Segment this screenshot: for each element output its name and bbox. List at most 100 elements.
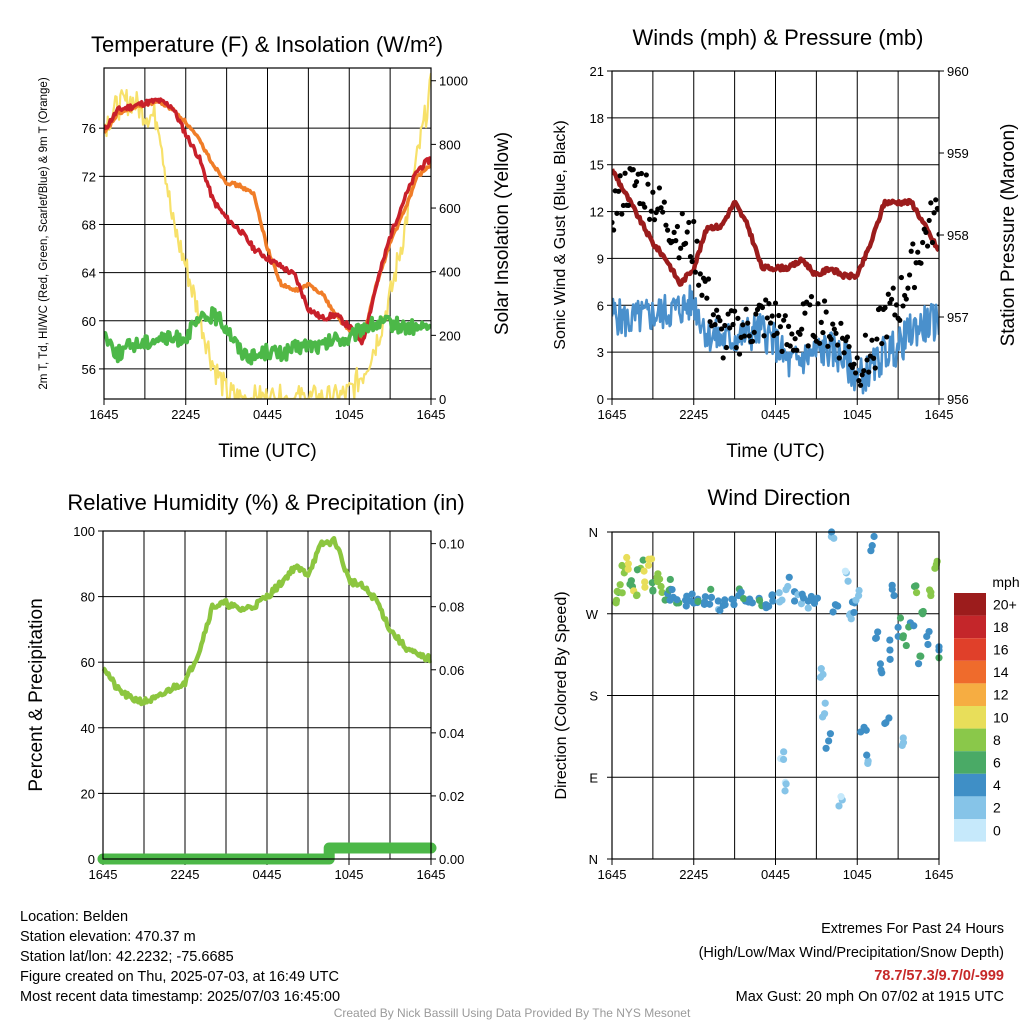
gust-point <box>805 343 811 349</box>
gust-point <box>864 357 870 363</box>
gust-point <box>910 241 916 247</box>
chart-title: Winds (mph) & Pressure (mb) <box>633 25 924 50</box>
y-tick-label-left: 18 <box>590 111 604 126</box>
gust-point <box>879 340 885 347</box>
x-axis-label: Time (UTC) <box>218 441 317 462</box>
gust-point <box>897 317 903 323</box>
y-tick-label-left: 12 <box>590 205 604 220</box>
direction-point <box>837 793 845 801</box>
gust-point <box>769 313 775 319</box>
gust-point <box>656 185 663 191</box>
y-tick-label-left: N <box>589 525 598 540</box>
x-tick-label: 1645 <box>925 407 954 422</box>
gust-point <box>612 227 617 233</box>
gust-point <box>812 334 818 340</box>
direction-point <box>780 748 788 756</box>
gust-point <box>754 306 761 313</box>
y-tick-label-left: 0 <box>597 392 604 407</box>
gust-point <box>661 199 667 205</box>
x-tick-label: 1645 <box>90 407 119 422</box>
gust-point <box>650 189 656 195</box>
gust-point <box>615 188 622 194</box>
direction-point <box>874 628 882 636</box>
figure-created: Figure created on Thu, 2025-07-03, at 16… <box>20 969 339 985</box>
gust-point <box>633 179 640 185</box>
y-tick-label-left: 20 <box>81 786 95 801</box>
gust-point <box>779 348 785 354</box>
plot-frame <box>103 67 432 400</box>
gust-point <box>815 301 821 307</box>
gust-point <box>854 355 860 361</box>
direction-point <box>924 640 932 649</box>
x-tick-label: 1645 <box>417 407 446 422</box>
y-tick-label-left: W <box>586 607 599 622</box>
legend-swatch <box>954 660 986 684</box>
gust-point <box>787 343 793 349</box>
gust-point <box>820 329 826 336</box>
y-tick-label-right: 0.02 <box>439 789 464 804</box>
direction-point <box>912 582 920 590</box>
gust-point <box>772 300 779 306</box>
gust-point <box>774 330 780 336</box>
gust-point <box>825 343 831 349</box>
legend-label: 0 <box>993 822 1001 838</box>
direction-point <box>899 739 908 747</box>
gust-point <box>663 222 669 228</box>
direction-point <box>649 586 657 594</box>
legend-title: mph <box>992 574 1019 590</box>
series-line-relative-humidity <box>101 535 433 707</box>
direction-point <box>914 660 923 668</box>
gust-point <box>802 310 808 316</box>
series-line-solar-insolation <box>104 72 431 399</box>
direction-point <box>781 787 789 795</box>
gust-point <box>725 311 731 317</box>
legend-label: 10 <box>993 709 1009 725</box>
y-tick-label-left: N <box>589 852 598 867</box>
gust-point <box>658 205 664 211</box>
gust-point <box>841 350 847 356</box>
gust-point <box>933 197 939 203</box>
y-tick-label-right: 1000 <box>439 74 468 89</box>
gust-point <box>753 311 759 317</box>
direction-point <box>852 596 860 604</box>
y-tick-label-right: 960 <box>947 64 969 79</box>
gust-point <box>915 249 921 255</box>
legend-swatch <box>954 706 986 729</box>
y-tick-label-right: 959 <box>947 146 969 161</box>
gust-point <box>884 334 890 340</box>
gust-point <box>818 319 824 325</box>
y-tick-label-right: 0.08 <box>439 600 464 615</box>
direction-point <box>633 566 642 574</box>
y-axis-label-left: Sonic Wind & Gust (Blue, Black) <box>552 120 569 349</box>
y-tick-label-right: 957 <box>947 310 969 325</box>
gust-point <box>808 293 815 300</box>
gust-point <box>924 243 931 249</box>
gust-point <box>888 296 895 302</box>
gust-point <box>651 217 658 223</box>
direction-point <box>707 585 715 593</box>
x-tick-label: 1645 <box>89 867 118 882</box>
gust-point <box>696 282 702 288</box>
gust-point <box>678 245 684 251</box>
y-axis-label-right: Station Pressure (Maroon) <box>998 124 1019 347</box>
y-tick-label-left: 15 <box>590 158 604 173</box>
direction-point <box>700 600 708 608</box>
legend-swatch <box>954 728 986 752</box>
gust-point <box>630 166 636 173</box>
direction-point <box>714 597 722 605</box>
y-tick-label-left: 68 <box>82 217 96 232</box>
direction-point <box>641 578 649 586</box>
direction-point <box>826 730 835 738</box>
x-tick-label: 1045 <box>843 867 872 882</box>
y-axis-label-left: Direction (Colored By Speed) <box>553 591 570 799</box>
gust-point <box>931 210 937 216</box>
gust-point <box>857 382 864 388</box>
gust-point <box>625 202 631 208</box>
y-tick-label-right: 0.04 <box>439 726 464 741</box>
direction-point <box>707 593 716 602</box>
gust-point <box>874 336 880 342</box>
direction-point <box>881 719 889 728</box>
extremes-legend: (High/Low/Max Wind/Precipitation/Snow De… <box>698 945 1004 961</box>
legend-swatch <box>954 796 986 819</box>
direction-point <box>885 714 893 722</box>
